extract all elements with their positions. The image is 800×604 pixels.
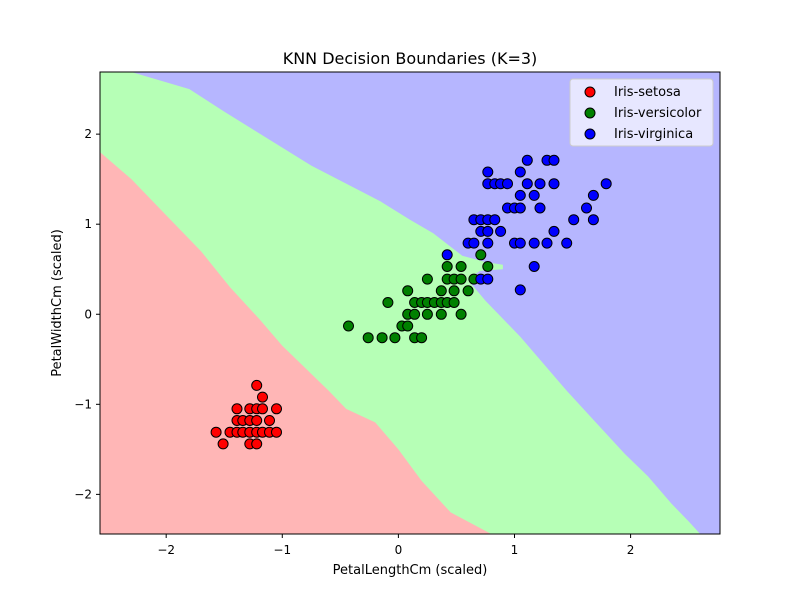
point-iris-virginica — [489, 214, 501, 226]
point-iris-versicolor — [475, 249, 487, 261]
point-iris-virginica — [514, 189, 526, 201]
point-iris-versicolor — [389, 332, 401, 344]
legend-label: Iris-versicolor — [614, 106, 702, 121]
point-iris-virginica — [587, 189, 599, 201]
x-tick-label: −2 — [157, 543, 175, 557]
point-iris-virginica — [441, 249, 453, 261]
point-iris-virginica — [548, 225, 560, 237]
point-iris-virginica — [482, 225, 494, 237]
point-iris-versicolor — [435, 285, 447, 297]
point-iris-virginica — [528, 237, 540, 249]
point-iris-setosa — [231, 403, 243, 415]
point-iris-versicolor — [455, 261, 467, 272]
point-iris-setosa — [217, 438, 229, 450]
point-iris-versicolor — [448, 297, 460, 308]
point-iris-virginica — [502, 178, 513, 190]
point-iris-setosa — [251, 379, 263, 391]
point-iris-versicolor — [455, 273, 467, 285]
legend: Iris-setosa Iris-versicolor Iris-virginica — [569, 78, 714, 147]
point-iris-setosa — [264, 415, 275, 426]
point-iris-versicolor — [416, 332, 428, 344]
point-iris-virginica — [541, 237, 553, 249]
x-axis-ticks: −2 −1 0 1 2 — [157, 534, 634, 557]
point-iris-versicolor — [402, 320, 414, 332]
x-tick-label: 1 — [511, 543, 519, 557]
point-iris-setosa — [257, 391, 268, 403]
point-iris-virginica — [528, 261, 540, 272]
point-iris-versicolor — [343, 320, 354, 332]
point-iris-setosa — [251, 438, 263, 450]
x-axis-label: PetalLengthCm (scaled) — [333, 563, 488, 578]
point-iris-versicolor — [435, 308, 447, 320]
point-iris-setosa — [257, 403, 268, 415]
y-tick-label: 2 — [84, 127, 92, 141]
point-iris-virginica — [528, 189, 540, 201]
y-tick-label: −1 — [74, 397, 92, 411]
point-iris-virginica — [514, 166, 526, 178]
point-iris-versicolor — [441, 261, 453, 272]
legend-label: Iris-virginica — [614, 127, 693, 142]
point-iris-versicolor — [362, 332, 374, 344]
legend-marker — [584, 86, 596, 98]
point-iris-virginica — [581, 202, 592, 214]
point-iris-setosa — [271, 426, 282, 438]
y-tick-label: −2 — [74, 487, 92, 501]
point-iris-virginica — [482, 237, 494, 249]
plot-frame — [99, 71, 721, 535]
legend-label: Iris-setosa — [614, 85, 681, 100]
point-iris-virginica — [534, 202, 546, 214]
chart-title: KNN Decision Boundaries (K=3) — [283, 49, 538, 68]
x-tick-label: 2 — [627, 543, 635, 557]
point-iris-virginica — [561, 237, 573, 249]
point-iris-versicolor — [382, 297, 394, 308]
region-iris-setosa — [100, 152, 492, 535]
point-iris-virginica — [600, 178, 612, 190]
point-iris-versicolor — [462, 285, 474, 297]
series-iris-virginica — [441, 154, 612, 296]
point-iris-versicolor — [448, 285, 460, 297]
point-iris-versicolor — [455, 308, 467, 320]
x-tick-label: −1 — [273, 543, 291, 557]
legend-marker — [584, 107, 596, 119]
point-iris-virginica — [521, 178, 533, 190]
point-iris-versicolor — [409, 308, 421, 320]
point-iris-virginica — [482, 166, 494, 178]
legend-marker — [584, 128, 596, 140]
point-iris-versicolor — [482, 261, 494, 272]
point-iris-virginica — [548, 178, 560, 190]
series-iris-setosa — [210, 379, 282, 450]
point-iris-virginica — [482, 273, 494, 285]
point-iris-virginica — [521, 154, 533, 166]
point-iris-setosa — [271, 403, 282, 415]
data-points — [210, 154, 612, 450]
point-iris-versicolor — [376, 332, 388, 344]
point-iris-virginica — [514, 284, 526, 296]
point-iris-setosa — [210, 426, 222, 438]
point-iris-virginica — [568, 214, 580, 226]
point-iris-virginica — [514, 237, 526, 249]
point-iris-virginica — [468, 237, 480, 249]
point-iris-versicolor — [421, 308, 433, 320]
point-iris-versicolor — [402, 285, 414, 297]
point-iris-virginica — [514, 202, 526, 214]
series-iris-versicolor — [343, 249, 494, 344]
point-iris-virginica — [548, 154, 560, 166]
point-iris-virginica — [534, 178, 546, 190]
point-iris-virginica — [495, 225, 507, 237]
y-axis-ticks: −2 −1 0 1 2 — [74, 127, 100, 501]
y-tick-label: 1 — [84, 217, 92, 231]
y-tick-label: 0 — [84, 307, 92, 321]
y-axis-label: PetalWidthCm (scaled) — [50, 229, 65, 377]
point-iris-virginica — [587, 214, 599, 226]
point-iris-setosa — [251, 415, 263, 426]
legend-box — [569, 78, 714, 147]
x-tick-label: 0 — [395, 543, 403, 557]
point-iris-versicolor — [421, 273, 433, 285]
